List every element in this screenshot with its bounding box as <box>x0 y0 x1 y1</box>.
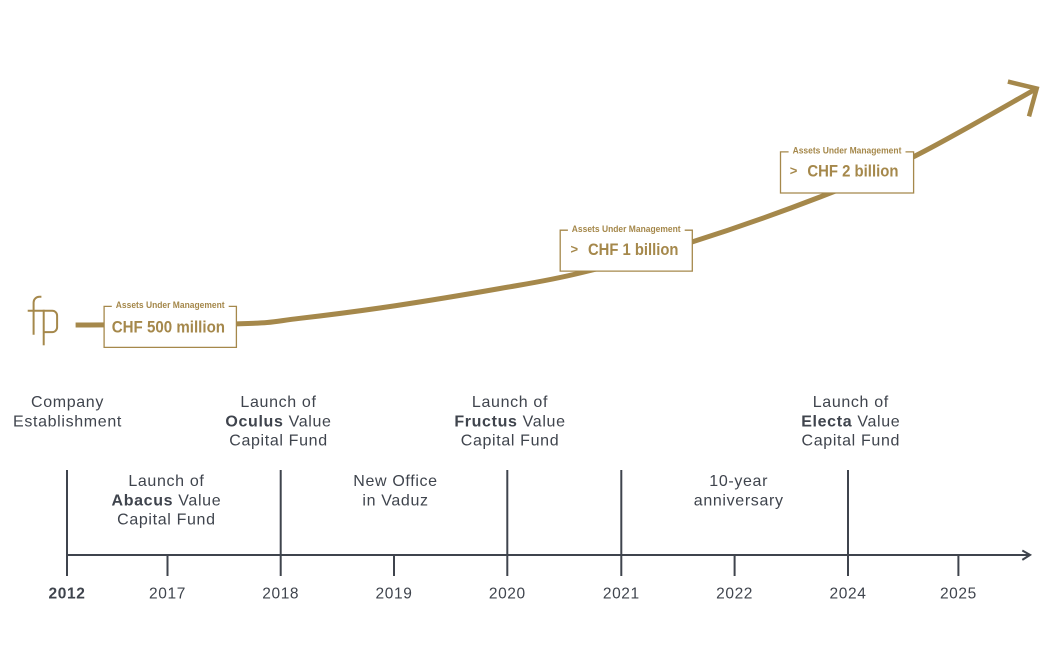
svg-text:Company: Company <box>31 394 104 411</box>
svg-text:New Office: New Office <box>353 473 437 490</box>
svg-text:10-year: 10-year <box>709 473 768 490</box>
svg-text:2020: 2020 <box>489 585 526 602</box>
svg-text:Fructus Value: Fructus Value <box>454 413 565 430</box>
svg-text:in Vaduz: in Vaduz <box>362 492 428 509</box>
svg-text:2021: 2021 <box>603 585 640 602</box>
svg-text:>: > <box>571 242 579 257</box>
svg-text:Capital Fund: Capital Fund <box>229 432 328 449</box>
svg-text:Capital Fund: Capital Fund <box>117 512 216 529</box>
svg-text:2012: 2012 <box>49 585 86 602</box>
svg-text:2024: 2024 <box>830 585 867 602</box>
svg-text:Launch of: Launch of <box>240 394 316 411</box>
svg-text:Assets Under Management: Assets Under Management <box>793 146 902 156</box>
svg-text:Launch of: Launch of <box>813 394 889 411</box>
svg-text:anniversary: anniversary <box>694 492 784 509</box>
svg-text:Capital Fund: Capital Fund <box>802 432 901 449</box>
svg-text:Capital Fund: Capital Fund <box>461 432 560 449</box>
svg-text:Assets Under Management: Assets Under Management <box>116 300 225 310</box>
svg-text:Electa Value: Electa Value <box>801 413 900 430</box>
svg-text:2017: 2017 <box>149 585 186 602</box>
svg-text:2022: 2022 <box>716 585 753 602</box>
svg-text:2025: 2025 <box>940 585 977 602</box>
svg-text:Oculus Value: Oculus Value <box>225 413 331 430</box>
svg-text:CHF 1 billion: CHF 1 billion <box>588 241 679 259</box>
svg-text:Abacus Value: Abacus Value <box>112 492 222 509</box>
svg-text:2018: 2018 <box>262 585 299 602</box>
svg-text:>: > <box>790 163 798 178</box>
svg-text:CHF 500 million: CHF 500 million <box>112 318 225 337</box>
svg-text:Launch of: Launch of <box>128 473 204 490</box>
svg-text:Assets Under Management: Assets Under Management <box>572 224 681 234</box>
svg-text:2019: 2019 <box>376 585 413 602</box>
svg-text:Launch of: Launch of <box>472 394 548 411</box>
svg-text:CHF 2 billion: CHF 2 billion <box>807 163 898 181</box>
svg-text:Establishment: Establishment <box>13 413 122 430</box>
